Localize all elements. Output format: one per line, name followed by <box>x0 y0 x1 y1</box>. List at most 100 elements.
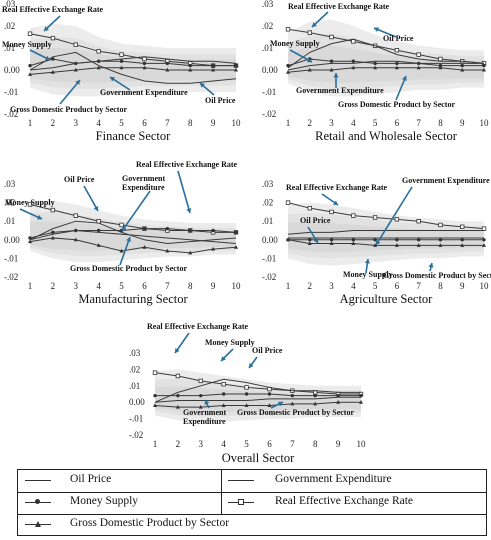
x-tick-label: 10 <box>480 281 490 291</box>
x-tick-label: 2 <box>51 281 56 291</box>
series-point-real-effective-exchange-rate <box>285 27 291 32</box>
annotation-arrowhead <box>376 240 381 245</box>
series-point-money-supply <box>329 59 334 63</box>
series-point-real-effective-exchange-rate <box>351 213 356 218</box>
series-point-gross-domestic-product-by-sector <box>416 243 421 247</box>
annotation-arrowhead <box>333 200 338 205</box>
y-tick-label: 0.00 <box>129 397 145 407</box>
series-point-money-supply <box>286 63 290 68</box>
legend-label-gdp-by-sector: Gross Domestic Product by Sector <box>70 517 230 529</box>
legend-label-money-supply: Money Supply <box>70 495 139 507</box>
series-point-money-supply <box>221 392 226 396</box>
series-point-money-supply <box>96 228 101 233</box>
series-point-money-supply <box>28 236 32 240</box>
annotation-gross-domestic-product-by-sector: Gross Domestic Product by Sector <box>237 408 354 417</box>
annotation-arrowhead <box>312 22 317 27</box>
annotation-arrowhead <box>37 214 42 220</box>
x-tick-label: 6 <box>142 281 147 291</box>
annotation-arrowhead <box>249 363 254 368</box>
x-tick-label: 4 <box>96 118 101 128</box>
y-tick-label: 0.00 <box>4 65 20 75</box>
series-line-government-expenditure <box>154 396 361 403</box>
series-point-gross-domestic-product-by-sector <box>198 404 203 409</box>
y-tick-label: 0.00 <box>4 235 20 245</box>
y-tick-label: -.02 <box>262 272 276 282</box>
annotation-money-supply: Money Supply <box>270 39 320 48</box>
annotation-arrowhead <box>333 73 339 78</box>
series-point-money-supply <box>290 393 295 398</box>
legend-line-oil-price <box>25 480 51 481</box>
x-tick-label: 5 <box>119 281 124 291</box>
series-point-gross-domestic-product-by-sector <box>351 241 356 246</box>
x-tick-label: 4 <box>221 439 226 449</box>
annotation-money-supply: Money Supply <box>2 40 52 49</box>
y-tick-label: -.01 <box>4 87 18 97</box>
y-tick-label: -.02 <box>129 430 143 440</box>
series-point-gross-domestic-product-by-sector <box>329 241 334 246</box>
series-point-gross-domestic-product-by-sector <box>394 65 399 70</box>
series-point-money-supply <box>359 393 363 398</box>
series-line-government-expenditure <box>29 229 237 245</box>
x-tick-label: 10 <box>357 439 367 449</box>
series-point-gross-domestic-product-by-sector <box>50 235 55 240</box>
annotation-gross-domestic-product-by-sector: Gross Domestic Product by Sector <box>338 100 455 109</box>
series-point-gross-domestic-product-by-sector <box>267 403 272 407</box>
annotation-arrowhead <box>401 76 407 81</box>
series-point-real-effective-exchange-rate <box>27 202 33 207</box>
series-point-gross-domestic-product-by-sector <box>373 65 378 70</box>
series-point-money-supply <box>51 230 55 235</box>
series-point-gross-domestic-product-by-sector <box>482 67 486 72</box>
y-tick-label: .03 <box>129 348 141 358</box>
series-point-money-supply <box>416 238 421 242</box>
series-point-gross-domestic-product-by-sector <box>96 243 101 247</box>
series-point-gross-domestic-product-by-sector <box>28 72 32 76</box>
legend-label-oil-price: Oil Price <box>70 473 112 485</box>
x-tick-label: 7 <box>165 118 170 128</box>
x-tick-label: 1 <box>153 439 158 449</box>
annotation-real-effective-exchange-rate: Real Effective Exchange Rate <box>147 322 249 331</box>
series-line-money-supply <box>29 228 237 239</box>
series-point-gross-domestic-product-by-sector <box>438 243 443 247</box>
series-point-money-supply <box>51 57 55 61</box>
panel-title: Overall Sector <box>222 451 295 465</box>
annotation-arrow <box>121 190 151 232</box>
y-tick-label: .02 <box>262 198 273 208</box>
series-point-money-supply <box>308 238 312 242</box>
annotation-arrowhead <box>186 208 192 213</box>
series-point-gross-domestic-product-by-sector <box>286 70 290 74</box>
series-point-real-effective-exchange-rate <box>175 373 181 379</box>
series-point-money-supply <box>438 238 443 242</box>
y-tick-label: .01 <box>262 43 273 53</box>
x-tick-label: 3 <box>74 281 79 291</box>
annotation-line: Expenditure <box>183 417 226 426</box>
series-point-real-effective-exchange-rate <box>351 39 356 44</box>
series-point-money-supply <box>234 230 238 235</box>
series-point-real-effective-exchange-rate <box>96 49 101 54</box>
series-point-gross-domestic-product-by-sector <box>73 67 78 72</box>
x-tick-label: 9 <box>211 118 216 128</box>
annotation-arrowhead <box>307 57 312 63</box>
series-point-real-effective-exchange-rate <box>198 378 203 384</box>
series-point-real-effective-exchange-rate <box>416 52 421 57</box>
series-point-gross-domestic-product-by-sector <box>460 67 465 72</box>
series-point-gross-domestic-product-by-sector <box>165 67 170 72</box>
annotation-arrowhead <box>93 206 99 211</box>
series-point-gross-domestic-product-by-sector <box>336 400 341 404</box>
series-point-real-effective-exchange-rate <box>142 56 147 62</box>
x-tick-label: 8 <box>313 439 318 449</box>
annotation-arrowhead <box>45 55 50 61</box>
series-point-money-supply <box>165 61 170 66</box>
series-point-money-supply <box>188 228 192 233</box>
annotation-government-expenditure: Government Expenditure <box>122 174 165 192</box>
series-point-gross-domestic-product-by-sector <box>234 67 238 72</box>
series-point-gross-domestic-product-by-sector <box>73 237 78 242</box>
series-point-gross-domestic-product-by-sector <box>211 246 216 251</box>
series-line-gross-domestic-product-by-sector <box>287 239 484 246</box>
series-line-oil-price <box>287 38 485 69</box>
series-point-gross-domestic-product-by-sector <box>211 67 216 72</box>
annotation-gross-domestic-product-by-sector: Gross Domestic Product by Sector <box>383 271 491 280</box>
legend-label-real-effective-exchange-rate: Real Effective Exchange Rate <box>275 495 414 507</box>
legend-marker-dot <box>35 499 40 504</box>
x-tick-label: 10 <box>232 118 242 128</box>
series-point-gross-domestic-product-by-sector <box>234 245 238 249</box>
